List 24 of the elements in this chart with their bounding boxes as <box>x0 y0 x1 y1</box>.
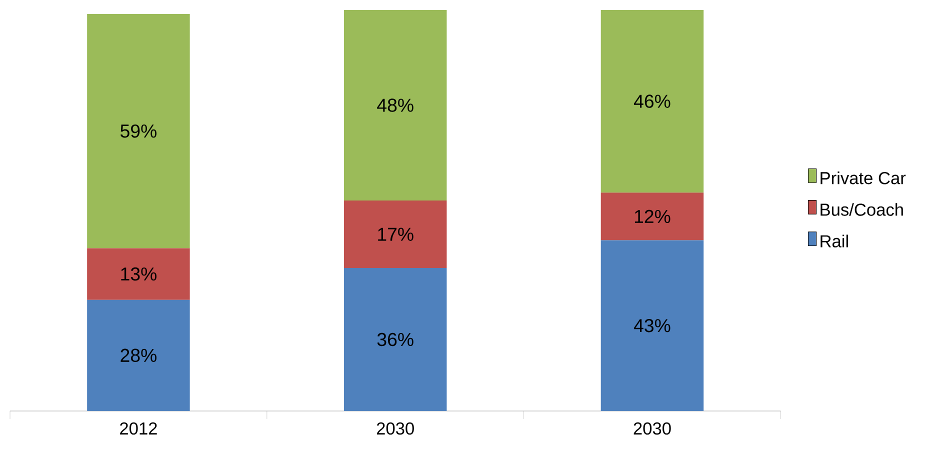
data-label: 12% <box>634 210 670 224</box>
bar <box>87 248 190 300</box>
bar <box>87 14 190 248</box>
bar <box>87 300 190 411</box>
bar <box>600 240 704 411</box>
data-label: 43% <box>634 319 670 332</box>
x-tick-label: 2030 <box>634 422 671 435</box>
x-tick-label: 2012 <box>120 422 157 435</box>
legend-label: Private Car <box>820 172 906 184</box>
bar <box>600 192 704 240</box>
bar <box>344 268 447 411</box>
data-label: 46% <box>634 94 670 108</box>
legend-label: Bus/Coach <box>820 203 903 216</box>
data-label: 13% <box>121 267 156 281</box>
bar <box>600 10 704 193</box>
bar <box>344 200 447 268</box>
data-label: 59% <box>120 124 156 138</box>
data-label: 17% <box>378 228 414 241</box>
data-label: 36% <box>377 332 414 346</box>
bar <box>344 10 447 201</box>
x-tick-label: 2030 <box>376 422 414 435</box>
legend-label: Rail <box>820 234 848 248</box>
data-label: 48% <box>377 98 414 112</box>
data-label: 28% <box>120 348 156 362</box>
